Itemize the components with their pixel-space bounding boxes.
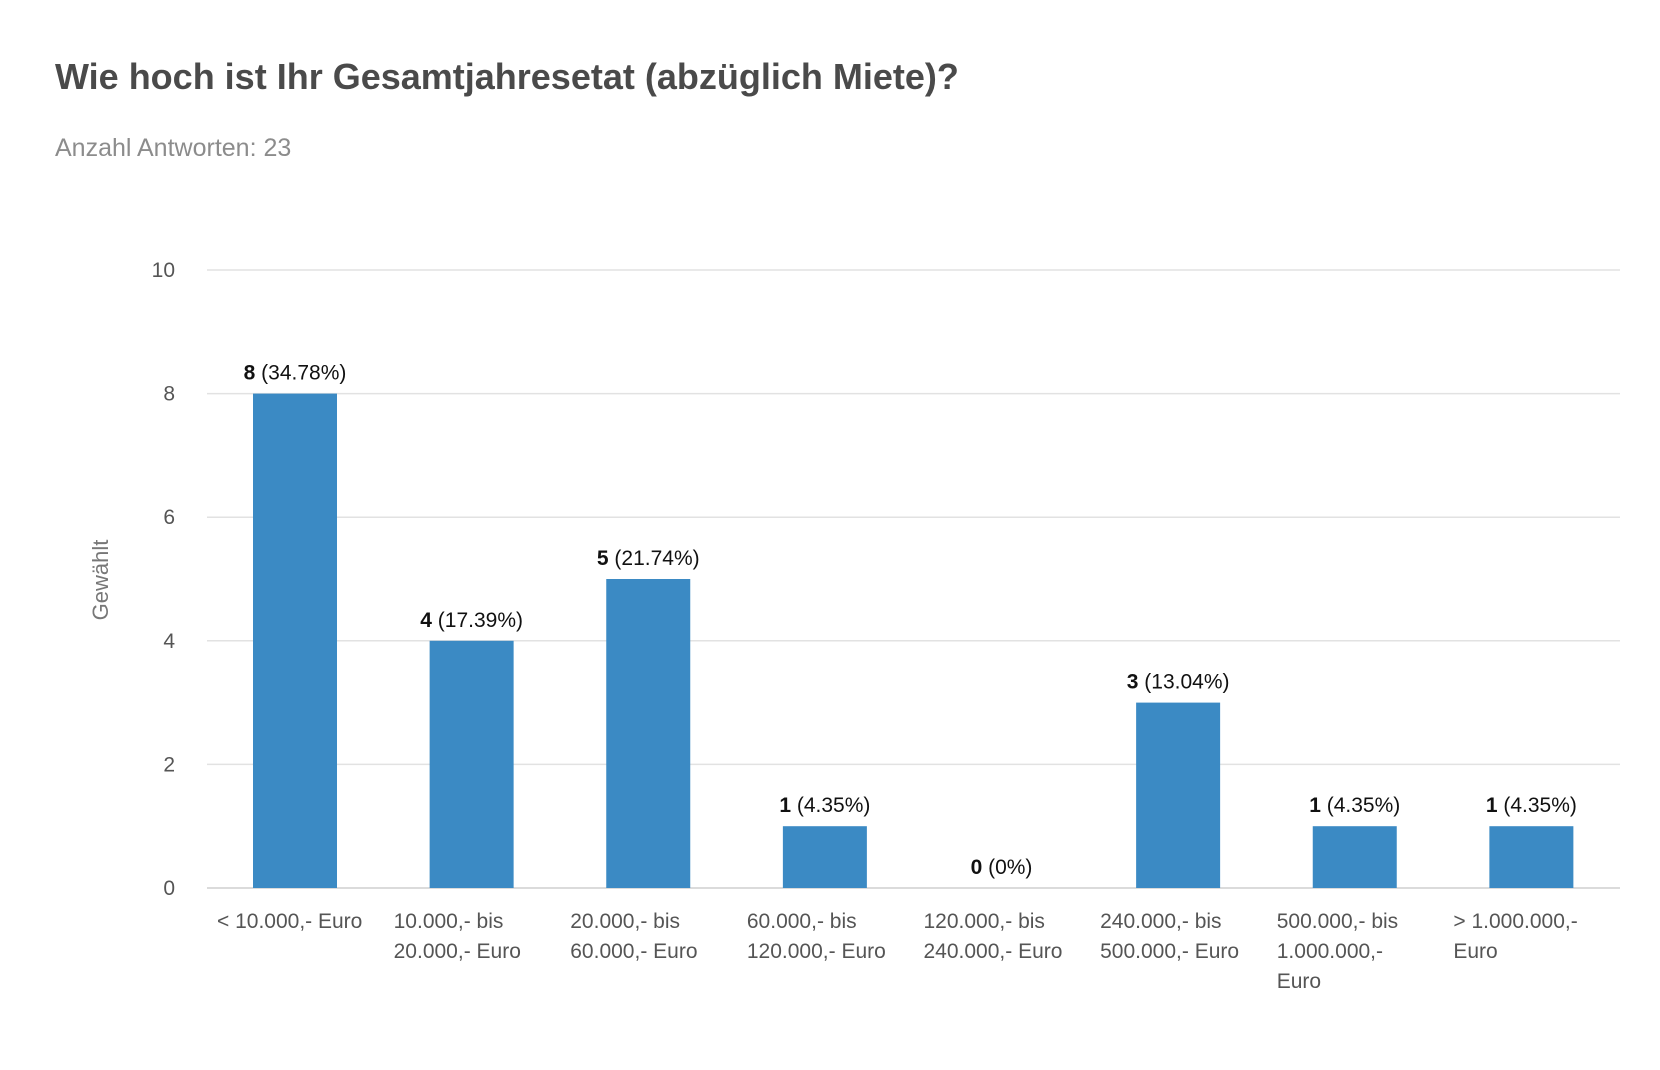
category-label-6: 500.000,- bis 1.000.000,- Euro [1277,910,1398,993]
y-tick-label-10: 10 [152,259,175,282]
category-label-line: 240.000,- Euro [924,940,1063,963]
gridlines [207,269,1620,889]
data-label-percent-6: (4.35%) [1321,794,1400,817]
data-label-count-4: 0 [971,856,983,879]
data-label-5: 3 (13.04%) [1127,671,1230,694]
category-label-2: 20.000,- bis 60.000,- Euro [570,910,697,963]
chart-subtitle: Anzahl Antworten: 23 [55,134,292,162]
data-label-count-2: 5 [597,547,609,570]
data-label-0: 8 (34.78%) [244,362,347,385]
data-label-2: 5 (21.74%) [597,547,700,570]
y-axis-ticks: 0 2 4 6 8 10 [152,259,176,900]
data-label-7: 1 (4.35%) [1486,794,1577,817]
category-label-line: 500.000,- bis [1277,910,1398,933]
y-tick-label-0: 0 [163,877,175,900]
bar-0 [253,393,337,888]
category-label-line: < 10.000,- Euro [217,910,362,933]
data-label-count-1: 4 [420,609,432,632]
data-label-count-5: 3 [1127,671,1139,694]
bar-6 [1312,826,1397,888]
data-label-count-7: 1 [1486,794,1498,817]
data-label-percent-2: (21.74%) [609,547,700,570]
y-tick-label-2: 2 [163,753,175,776]
category-label-line: Euro [1453,940,1497,963]
y-tick-label-6: 6 [163,506,175,529]
data-label-percent-3: (4.35%) [791,794,870,817]
data-label-percent-7: (4.35%) [1498,794,1577,817]
bar-2 [606,579,691,888]
category-label-line: 500.000,- Euro [1100,940,1239,963]
data-label-count-6: 1 [1309,794,1321,817]
category-label-line: 20.000,- bis [570,910,680,933]
data-label-percent-5: (13.04%) [1138,671,1229,694]
category-label-line: 10.000,- bis [394,910,504,933]
data-label-6: 1 (4.35%) [1309,794,1400,817]
category-label-3: 60.000,- bis 120.000,- Euro [747,910,886,963]
data-label-1: 4 (17.39%) [420,609,523,632]
category-label-line: 60.000,- bis [747,910,857,933]
category-label-line: 120.000,- Euro [747,940,886,963]
data-label-count-3: 1 [779,794,791,817]
y-tick-label-8: 8 [163,383,175,406]
data-label-3: 1 (4.35%) [779,794,870,817]
bar-7 [1489,826,1574,888]
data-label-count-0: 8 [244,362,256,385]
category-label-5: 240.000,- bis 500.000,- Euro [1100,910,1239,963]
y-tick-label-4: 4 [163,630,175,653]
y-axis-title: Gewählt [88,540,113,621]
category-label-line: 1.000.000,- [1277,940,1383,963]
category-label-line: 20.000,- Euro [394,940,521,963]
data-label-percent-1: (17.39%) [432,609,523,632]
bars [253,393,1574,888]
data-label-percent-0: (34.78%) [255,362,346,385]
category-label-line: Euro [1277,970,1321,993]
category-label-1: 10.000,- bis 20.000,- Euro [394,910,521,963]
category-label-line: > 1.000.000,- [1453,910,1577,933]
data-label-percent-4: (0%) [982,856,1032,879]
category-labels: < 10.000,- Euro 10.000,- bis 20.000,- Euro… [217,910,1578,993]
category-label-line: 240.000,- bis [1100,910,1221,933]
data-label-4: 0 (0%) [971,856,1033,879]
category-label-7: > 1.000.000,- Euro [1453,910,1577,963]
category-label-line: 120.000,- bis [924,910,1045,933]
data-labels: 8 (34.78%) 4 (17.39%) 5 (21.74%) 1 (4.35%) 0… [244,362,1577,879]
bar-5 [1136,702,1221,888]
chart-title: Wie hoch ist Ihr Gesamtjahresetat (abzüg… [55,56,959,97]
category-label-line: 60.000,- Euro [570,940,697,963]
bar-3 [782,826,867,888]
bar-1 [429,640,514,888]
category-label-4: 120.000,- bis 240.000,- Euro [924,910,1063,963]
category-label-0: < 10.000,- Euro [217,910,362,933]
